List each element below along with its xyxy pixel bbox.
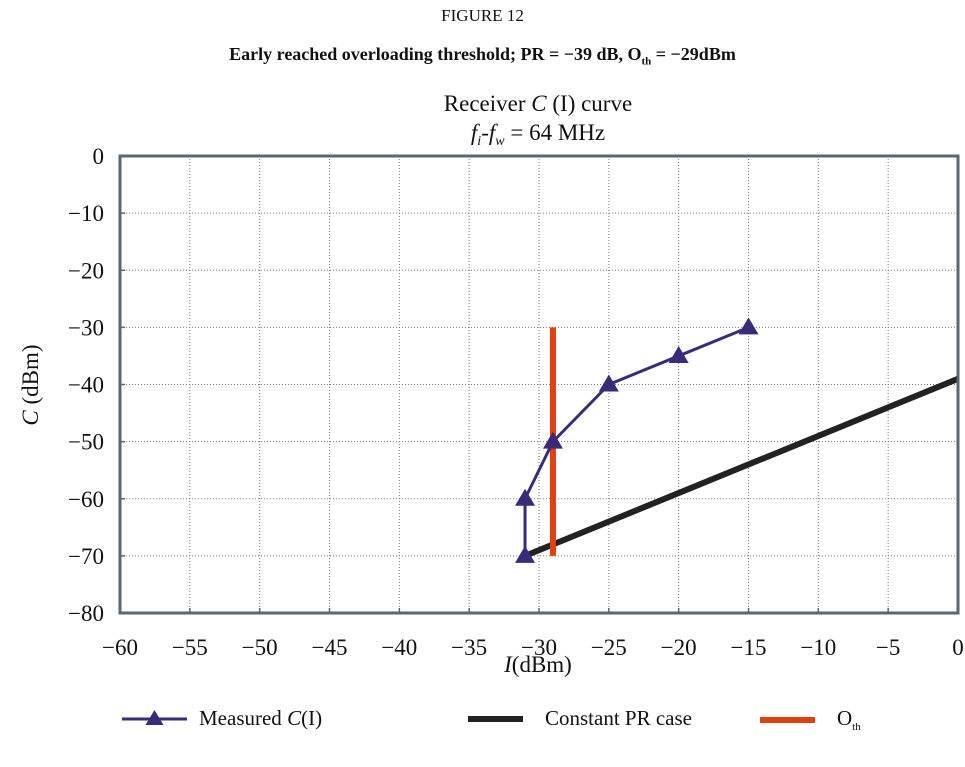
y-tick-label: −20 bbox=[68, 258, 104, 283]
y-tick-label: −60 bbox=[68, 487, 104, 512]
figure-label: FIGURE 12 bbox=[441, 6, 524, 25]
chart-title-line2: fi-fw = 64 MHz bbox=[471, 120, 605, 149]
y-tick-label: −70 bbox=[68, 544, 104, 569]
legend-label-measured: Measured C(I) bbox=[199, 706, 323, 730]
grid bbox=[120, 156, 958, 613]
x-tick-label: −40 bbox=[381, 635, 417, 660]
y-tick-label: 0 bbox=[93, 144, 105, 169]
x-tick-label: 0 bbox=[952, 635, 964, 660]
x-tick-label: −45 bbox=[312, 635, 348, 660]
x-tick-label: −35 bbox=[451, 635, 487, 660]
legend-item-constant-pr: Constant PR case bbox=[468, 706, 692, 731]
x-tick-label: −60 bbox=[102, 635, 138, 660]
x-tick-label: −5 bbox=[876, 635, 900, 660]
y-tick-label: −30 bbox=[68, 315, 104, 340]
legend-swatch-oth bbox=[760, 708, 825, 732]
series-line-constant-pr-case bbox=[523, 376, 960, 559]
x-tick-label: −55 bbox=[172, 635, 208, 660]
x-tick-label: −30 bbox=[521, 635, 557, 660]
x-tick-label: −10 bbox=[800, 635, 836, 660]
x-axis-label: I(dBm) bbox=[503, 652, 572, 677]
figure-heading: Early reached overloading threshold; PR … bbox=[229, 44, 736, 68]
data-point-measured-c-i bbox=[542, 431, 563, 449]
x-tick-label: −25 bbox=[591, 635, 627, 660]
legend-label-oth: Oth bbox=[837, 706, 861, 734]
x-tick-label: −50 bbox=[242, 635, 278, 660]
legend-swatch-constant-pr bbox=[468, 707, 533, 731]
legend-item-oth: Oth bbox=[760, 706, 861, 733]
y-axis-label: C (dBm) bbox=[18, 344, 43, 425]
chart-title-line1: Receiver C (I) curve bbox=[444, 91, 632, 116]
tick-labels: −60 −55 −50 −45 −40 −35 −30 −25 −20 −15 −10 −5 00−10… bbox=[68, 144, 964, 660]
data-point-measured-c-i bbox=[515, 488, 536, 506]
legend-swatch-measured bbox=[122, 707, 187, 731]
series-line-measured-c-i bbox=[523, 325, 750, 556]
legend-item-measured: Measured C(I) bbox=[122, 706, 322, 731]
y-tick-label: −10 bbox=[68, 201, 104, 226]
y-tick-label: −40 bbox=[68, 373, 104, 398]
legend-label-constant-pr: Constant PR case bbox=[545, 706, 692, 730]
y-tick-label: −80 bbox=[68, 601, 104, 626]
data-point-measured-c-i bbox=[738, 317, 759, 335]
x-tick-label: −20 bbox=[661, 635, 697, 660]
series-layer bbox=[515, 317, 960, 563]
y-tick-label: −50 bbox=[68, 430, 104, 455]
data-point-measured-c-i bbox=[668, 345, 689, 363]
data-point-measured-c-i bbox=[598, 374, 619, 392]
x-tick-label: −15 bbox=[731, 635, 767, 660]
data-point-measured-c-i bbox=[515, 545, 536, 563]
